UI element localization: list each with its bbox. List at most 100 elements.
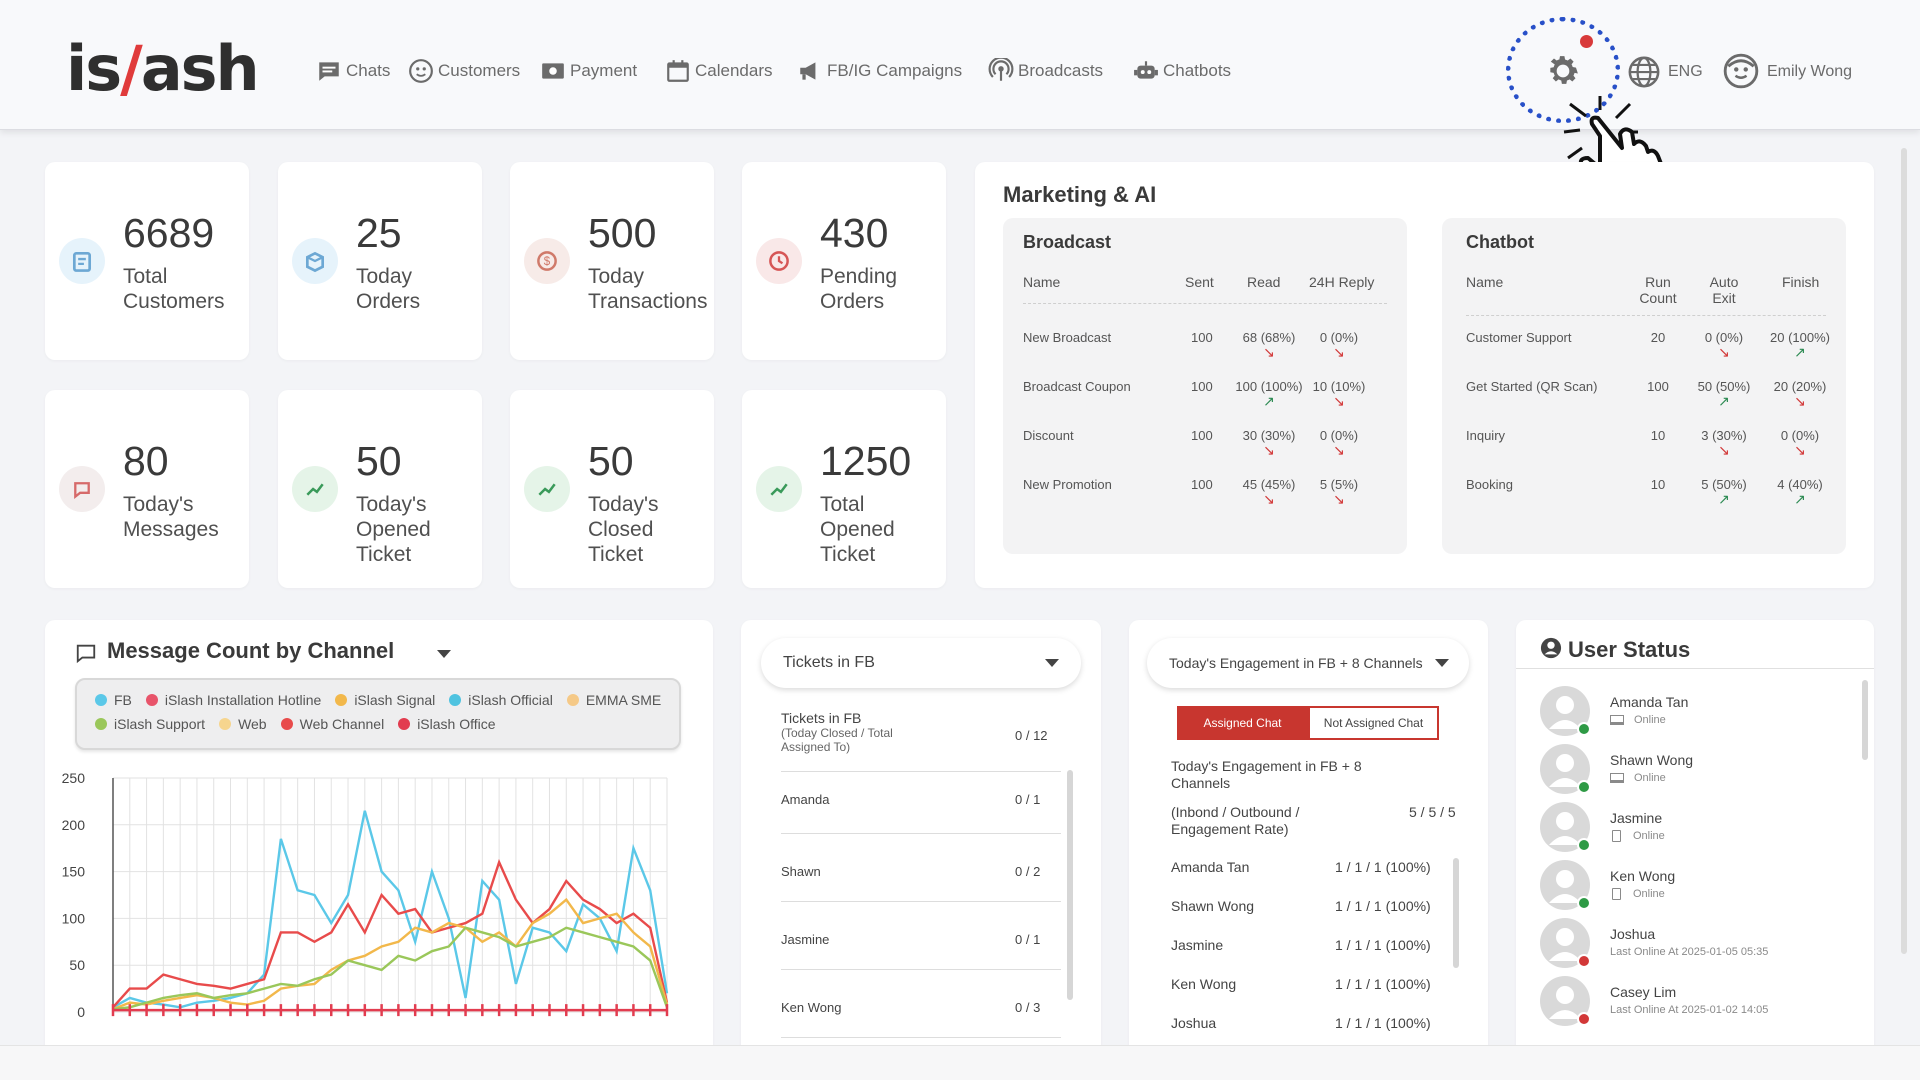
engagement-agent-name: Jasmine	[1171, 937, 1224, 953]
ticket-row[interactable]: Jasmine 0 / 1	[781, 916, 1061, 970]
legend-swatch	[566, 694, 579, 706]
broadcast-row[interactable]: Broadcast Coupon 100 100 (100%) ↗ 10 (10%) ↘	[1023, 379, 1387, 423]
ticket-agent-name: Ken Wong	[781, 1000, 842, 1015]
stat-card-todays-messages[interactable]: 80 Today's Messages	[45, 390, 249, 588]
stat-label: Today Orders	[356, 265, 421, 313]
clock-icon	[756, 238, 802, 284]
legend-swatch	[280, 718, 293, 730]
stat-card-pending-orders[interactable]: 430 Pending Orders	[742, 162, 946, 360]
engagement-row[interactable]: Joshua 1 / 1 / 1 (100%)	[1171, 1015, 1451, 1039]
nav-customers[interactable]: Customers	[408, 58, 520, 84]
user-status-row[interactable]: Amanda Tan Online	[1540, 686, 1850, 738]
ticket-row[interactable]: Ken Wong 0 / 3	[781, 984, 1061, 1038]
broadcast-reply: 10 (10%) ↘	[1312, 379, 1366, 409]
ticket-row[interactable]: Amanda 0 / 1	[781, 780, 1061, 834]
engagement-row[interactable]: Amanda Tan 1 / 1 / 1 (100%)	[1171, 859, 1451, 883]
engagement-dropdown[interactable]: Today's Engagement in FB + 8 Channels	[1147, 638, 1469, 688]
broadcast-sent: 100	[1191, 379, 1213, 394]
engagement-row[interactable]: Jasmine 1 / 1 / 1 (100%)	[1171, 937, 1451, 961]
stat-card-total-customers[interactable]: 6689 Total Customers	[45, 162, 249, 360]
legend-item[interactable]: iSlash Installation Hotline	[145, 692, 321, 708]
order-box-icon	[292, 238, 338, 284]
broadcast-row[interactable]: Discount 100 30 (30%) ↘ 0 (0%) ↘	[1023, 428, 1387, 472]
user-status-row[interactable]: Casey Lim Last Online At 2025-01-02 14:05	[1540, 976, 1850, 1028]
language-label[interactable]: ENG	[1668, 63, 1703, 80]
user-name: Jasmine	[1610, 810, 1663, 826]
notification-dot	[1580, 35, 1593, 48]
chatbot-row[interactable]: Get Started (QR Scan) 100 50 (50%) ↗ 20 (20%…	[1466, 379, 1826, 423]
chatbot-auto-exit: 5 (50%) ↗	[1692, 477, 1756, 506]
engagement-subtitle: (Inbond / Outbound / Engagement Rate)	[1171, 804, 1300, 837]
user-name[interactable]: Emily Wong	[1767, 63, 1853, 80]
stat-card-today-transactions[interactable]: $ 500 Today Transactions	[510, 162, 714, 360]
stat-card-todays-closed-ticket[interactable]: 50 Today's Closed Ticket	[510, 390, 714, 588]
engagement-row[interactable]: Ken Wong 1 / 1 / 1 (100%)	[1171, 976, 1451, 1000]
trend-up-icon	[292, 466, 338, 512]
legend-item[interactable]: Web Channel	[280, 716, 384, 732]
nav-broadcasts[interactable]: Broadcasts	[988, 58, 1103, 84]
user-status-text: Last Online At 2025-01-02 14:05	[1610, 1004, 1769, 1016]
stat-card-todays-opened-ticket[interactable]: 50 Today's Opened Ticket	[278, 390, 482, 588]
nav-calendars[interactable]: Calendars	[665, 58, 773, 84]
legend-item[interactable]: iSlash Support	[95, 716, 205, 732]
broadcast-row[interactable]: New Promotion 100 45 (45%) ↘ 5 (5%) ↘	[1023, 477, 1387, 521]
engagement-agent-name: Amanda Tan	[1171, 859, 1250, 875]
islash-logo[interactable]: is/ash	[66, 32, 260, 105]
tab-not-assigned-chat[interactable]: Not Assigned Chat	[1308, 706, 1439, 740]
legend-item[interactable]: iSlash Official	[449, 692, 553, 708]
chatbot-name: Inquiry	[1466, 428, 1506, 443]
legend-item[interactable]: FB	[95, 692, 132, 708]
series-line	[112, 858, 669, 1009]
gear-icon[interactable]	[1544, 52, 1582, 90]
y-tick-label: 200	[62, 817, 86, 833]
tab-assigned-chat[interactable]: Assigned Chat	[1177, 706, 1308, 740]
top-navigation-bar: is/ash Chats Customers Payment Calendars…	[0, 0, 1920, 130]
offline-status-dot	[1577, 1012, 1591, 1026]
trend-up-icon: ↗	[1718, 491, 1730, 507]
page-scrollbar[interactable]	[1901, 148, 1907, 954]
chatbot-run-count: 100	[1647, 379, 1669, 394]
online-status-dot	[1577, 722, 1591, 736]
engagement-row[interactable]: Shawn Wong 1 / 1 / 1 (100%)	[1171, 898, 1451, 922]
stat-card-today-orders[interactable]: 25 Today Orders	[278, 162, 482, 360]
user-name: Shawn Wong	[1610, 752, 1694, 768]
user-avatar-icon[interactable]	[1722, 52, 1760, 90]
nav-payment[interactable]: Payment	[540, 58, 637, 84]
broadcast-header-row: Name Sent Read 24H Reply	[1023, 274, 1387, 304]
user-status-row[interactable]: Ken Wong Online	[1540, 860, 1850, 912]
chatbot-run-count: 10	[1650, 477, 1666, 492]
nav-chats[interactable]: Chats	[316, 58, 390, 84]
trend-down-icon: ↘	[1333, 393, 1345, 409]
globe-icon[interactable]	[1627, 55, 1661, 89]
legend-item[interactable]: iSlash Office	[398, 716, 496, 732]
series-line	[112, 810, 669, 1009]
stat-card-total-opened-ticket[interactable]: 1250 Total Opened Ticket	[742, 390, 946, 588]
engagement-value: 1 / 1 / 1 (100%)	[1335, 859, 1431, 875]
broadcast-read: 30 (30%) ↘	[1233, 428, 1305, 457]
chatbot-row[interactable]: Booking 10 5 (50%) ↗ 4 (40%) ↗	[1466, 477, 1826, 521]
scrollbar[interactable]	[1067, 770, 1073, 1000]
user-status-row[interactable]: Joshua Last Online At 2025-01-05 05:35	[1540, 918, 1850, 970]
engagement-total: 5 / 5 / 5	[1409, 804, 1456, 820]
scrollbar[interactable]	[1453, 858, 1459, 968]
legend-item[interactable]: EMMA SME	[566, 692, 661, 708]
legend-item[interactable]: iSlash Signal	[335, 692, 435, 708]
broadcast-name: Broadcast Coupon	[1023, 379, 1131, 394]
nav-chatbots[interactable]: Chatbots	[1133, 58, 1231, 84]
broadcast-row[interactable]: New Broadcast 100 68 (68%) ↘ 0 (0%) ↘	[1023, 330, 1387, 374]
stat-value: 25	[356, 210, 402, 256]
chevron-down-icon[interactable]	[437, 650, 451, 658]
engagement-agent-name: Ken Wong	[1171, 976, 1237, 992]
nav-fb-ig-campaigns[interactable]: FB/IG Campaigns	[797, 58, 962, 84]
user-status-row[interactable]: Shawn Wong Online	[1540, 744, 1850, 796]
chatbot-row[interactable]: Customer Support 20 0 (0%) ↘ 20 (100%) ↗	[1466, 330, 1830, 374]
tickets-dropdown[interactable]: Tickets in FB	[761, 638, 1081, 688]
ticket-row[interactable]: Shawn 0 / 2	[781, 848, 1061, 902]
user-status-row[interactable]: Jasmine Online	[1540, 802, 1850, 854]
engagement-value: 1 / 1 / 1 (100%)	[1335, 1015, 1431, 1031]
scrollbar[interactable]	[1862, 680, 1868, 760]
legend-item[interactable]: Web	[219, 716, 267, 732]
mobile-icon	[1612, 830, 1621, 842]
desktop-icon	[1610, 773, 1624, 783]
chatbot-row[interactable]: Inquiry 10 3 (30%) ↘ 0 (0%) ↘	[1466, 428, 1826, 472]
